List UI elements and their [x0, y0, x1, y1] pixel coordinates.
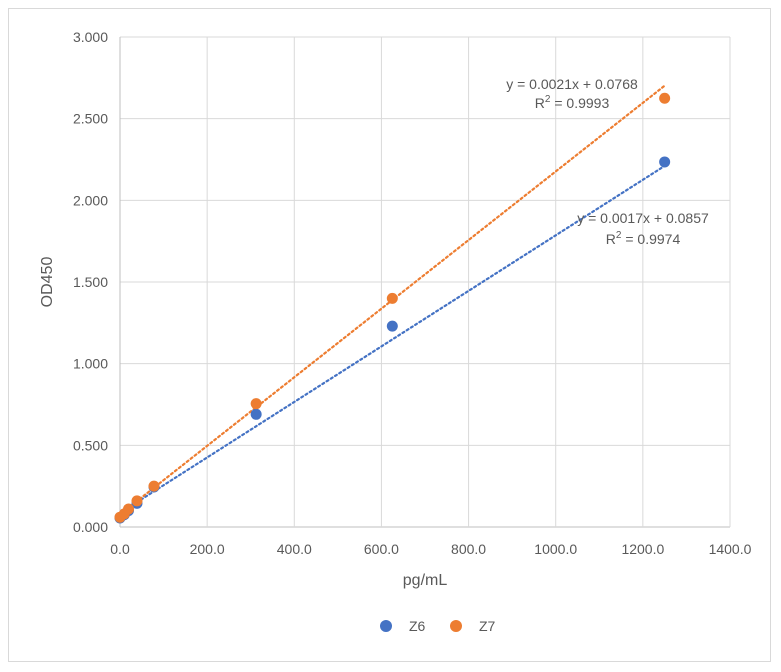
y-tick-label: 2.500	[73, 111, 108, 127]
x-tick-label: 800.0	[451, 541, 486, 557]
x-tick-label: 200.0	[190, 541, 225, 557]
y-tick-label: 0.500	[73, 437, 108, 453]
data-point-z6	[250, 408, 262, 420]
data-point-z6	[659, 156, 671, 168]
y-tick-label: 1.000	[73, 356, 108, 372]
chart-frame	[8, 8, 771, 662]
data-point-z7	[122, 503, 134, 515]
x-tick-label: 1400.0	[709, 541, 752, 557]
data-point-z7	[148, 480, 160, 492]
x-axis-ticks: 0.0 200.0 400.0 600.0 800.0 1000.0 1200.0 1400.…	[110, 541, 751, 557]
y-tick-label: 1.500	[73, 274, 108, 290]
z7-equation-label: y = 0.0021x + 0.0768	[506, 76, 638, 92]
data-point-z7	[131, 495, 143, 507]
legend-label-z6: Z6	[409, 618, 426, 634]
x-tick-label: 600.0	[364, 541, 399, 557]
x-tick-label: 1200.0	[621, 541, 664, 557]
legend-marker-z7	[450, 620, 462, 632]
y-axis-title: OD450	[39, 257, 56, 308]
grid-lines	[119, 36, 731, 528]
data-point-z7	[659, 92, 671, 104]
data-point-z7	[250, 398, 262, 410]
z6-r2-label: R2 = 0.9974	[606, 230, 681, 247]
trendline-z6	[118, 164, 666, 515]
y-tick-label: 2.000	[73, 192, 108, 208]
data-point-z6	[386, 320, 398, 332]
legend-label-z7: Z7	[479, 618, 496, 634]
y-tick-label: 0.000	[73, 519, 108, 535]
x-axis-title: pg/mL	[403, 572, 448, 589]
legend: Z6 Z7	[380, 618, 496, 634]
y-tick-label: 3.000	[73, 29, 108, 45]
z6-equation-label: y = 0.0017x + 0.0857	[577, 210, 709, 226]
legend-marker-z6	[380, 620, 392, 632]
data-point-z7	[386, 292, 398, 304]
x-tick-label: 400.0	[277, 541, 312, 557]
y-axis-ticks: 0.000 0.500 1.000 1.500 2.000 2.500 3.000	[73, 29, 108, 535]
z7-r2-label: R2 = 0.9993	[535, 94, 610, 111]
x-tick-label: 0.0	[110, 541, 130, 557]
x-tick-label: 1000.0	[534, 541, 577, 557]
data-points	[114, 92, 671, 524]
